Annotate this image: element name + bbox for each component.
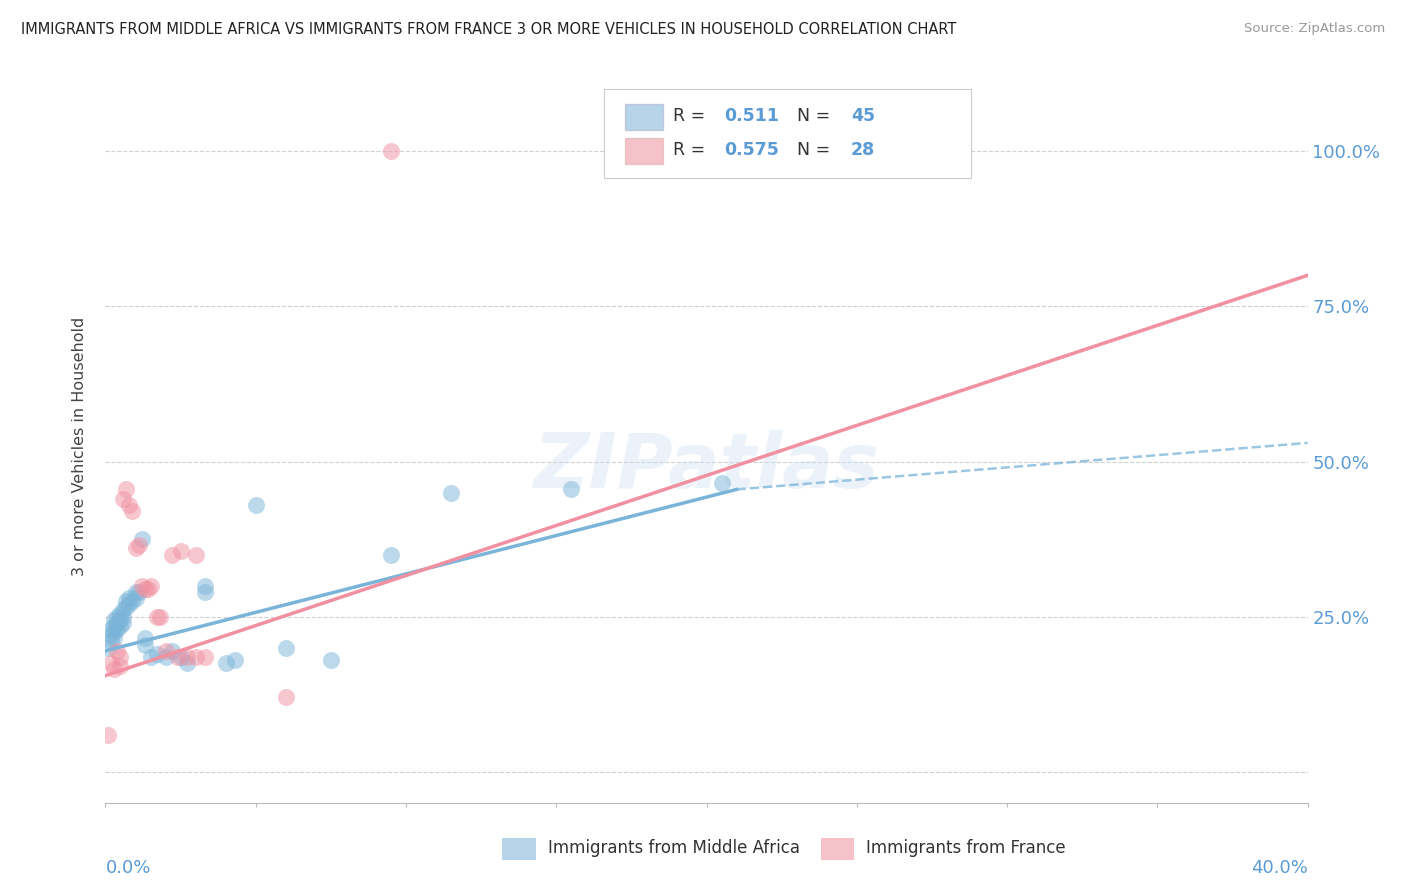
Point [110, 650, 132, 665]
Text: N =: N = [797, 107, 830, 125]
Point [124, 584, 146, 599]
Point [134, 638, 156, 652]
Bar [502, 838, 536, 860]
Point [274, 640, 297, 655]
Text: 0.0%: 0.0% [105, 859, 150, 877]
Point [131, 532, 153, 546]
Text: R =: R = [673, 107, 704, 125]
Point [103, 619, 125, 633]
Point [176, 650, 198, 665]
Point [100, 628, 122, 642]
Text: R =: R = [673, 141, 704, 159]
Text: 40.0%: 40.0% [1251, 859, 1308, 877]
Point [107, 609, 129, 624]
Point [121, 504, 143, 518]
Text: ZIPatlas: ZIPatlas [533, 431, 880, 504]
Point [107, 615, 129, 630]
Point [710, 476, 733, 491]
Point [112, 609, 135, 624]
Bar [624, 104, 664, 130]
Point [115, 483, 138, 497]
Point [319, 653, 342, 667]
Point [124, 591, 146, 605]
Point [169, 650, 191, 665]
Point [184, 650, 207, 665]
Y-axis label: 3 or more Vehicles in Household: 3 or more Vehicles in Household [72, 317, 87, 575]
Point [112, 603, 135, 617]
Point [560, 483, 582, 497]
Point [155, 650, 177, 665]
Point [118, 597, 141, 611]
Point [112, 491, 135, 506]
FancyBboxPatch shape [605, 89, 972, 178]
Point [107, 622, 129, 636]
Point [97, 640, 120, 655]
Point [115, 600, 138, 615]
Point [139, 650, 162, 665]
Point [148, 609, 170, 624]
Point [124, 541, 146, 556]
Point [274, 690, 297, 705]
Point [110, 607, 132, 621]
Text: Immigrants from Middle Africa: Immigrants from Middle Africa [548, 838, 800, 856]
Point [110, 619, 132, 633]
Point [214, 656, 236, 670]
Point [194, 579, 217, 593]
Point [224, 653, 246, 667]
Text: Source: ZipAtlas.com: Source: ZipAtlas.com [1244, 22, 1385, 36]
Point [115, 594, 138, 608]
Text: 45: 45 [851, 107, 875, 125]
Point [118, 591, 141, 605]
Text: 0.511: 0.511 [724, 107, 779, 125]
Point [100, 634, 122, 648]
Point [112, 615, 135, 630]
Point [118, 498, 141, 512]
Point [128, 538, 150, 552]
Point [128, 584, 150, 599]
Point [176, 656, 198, 670]
Point [160, 548, 183, 562]
Bar [624, 138, 664, 164]
Text: IMMIGRANTS FROM MIDDLE AFRICA VS IMMIGRANTS FROM FRANCE 3 OR MORE VEHICLES IN HO: IMMIGRANTS FROM MIDDLE AFRICA VS IMMIGRA… [21, 22, 956, 37]
Point [169, 544, 191, 558]
Point [160, 644, 183, 658]
Point [145, 609, 167, 624]
Bar [821, 838, 855, 860]
Point [136, 582, 159, 596]
Point [194, 650, 217, 665]
Point [100, 622, 122, 636]
Point [103, 625, 125, 640]
Text: Immigrants from France: Immigrants from France [866, 838, 1066, 856]
Point [245, 498, 267, 512]
Point [107, 644, 129, 658]
Point [194, 584, 217, 599]
Text: 28: 28 [851, 141, 875, 159]
Point [100, 656, 122, 670]
Point [380, 145, 402, 159]
Point [131, 579, 153, 593]
Point [97, 727, 120, 741]
Point [134, 632, 156, 646]
Point [103, 662, 125, 676]
Point [380, 548, 402, 562]
Text: N =: N = [797, 141, 830, 159]
Text: 0.575: 0.575 [724, 141, 779, 159]
Point [184, 548, 207, 562]
Point [121, 594, 143, 608]
Point [139, 579, 162, 593]
Point [110, 659, 132, 673]
Point [103, 632, 125, 646]
Point [103, 613, 125, 627]
Point [166, 650, 188, 665]
Point [145, 647, 167, 661]
Point [155, 644, 177, 658]
Point [440, 485, 463, 500]
Point [110, 613, 132, 627]
Point [134, 582, 156, 596]
